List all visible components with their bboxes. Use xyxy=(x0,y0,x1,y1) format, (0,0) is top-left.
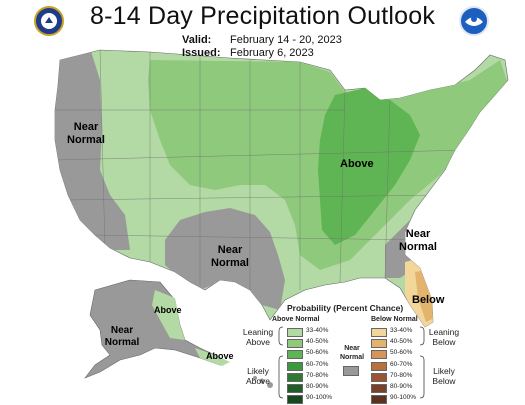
near-normal-southeast-label-1: Near xyxy=(405,228,431,240)
issued-label: Issued: xyxy=(182,47,221,59)
legend-likely-above-1: Likely xyxy=(247,366,269,376)
legend-below-range-label: 50-60% xyxy=(390,349,413,357)
legend-likely-below-1: Likely xyxy=(433,366,455,376)
legend-above-range-label: 90-100% xyxy=(306,394,333,402)
legend-above-swatch xyxy=(287,339,303,349)
legend-near-head-2: Normal xyxy=(339,354,365,361)
legend-above-range-label: 33-40% xyxy=(306,327,329,334)
legend-below-swatch xyxy=(371,328,387,337)
legend-leaning-above-1: Leaning xyxy=(242,327,274,337)
legend-leaning-below: Leaning Below xyxy=(426,327,462,347)
near-normal-southeast-label: Near Normal xyxy=(396,228,440,254)
legend-below-swatch xyxy=(371,339,387,349)
valid-label: Valid: xyxy=(182,34,212,46)
near-normal-southeast-label-2: Normal xyxy=(399,241,437,253)
legend-below-range-label: 90-100% xyxy=(390,394,417,402)
legend-above-swatch xyxy=(287,395,303,405)
legend-below-swatch xyxy=(371,384,387,393)
near-normal-southwest-label-2: Normal xyxy=(211,257,249,269)
legend-below-range-label: 33-40% xyxy=(390,327,413,334)
legend-leaning-above-2: Above xyxy=(245,337,271,347)
below-florida-label: Below xyxy=(412,294,445,306)
near-normal-west-label-1: Near xyxy=(73,121,99,133)
near-normal-southwest-label-1: Near xyxy=(217,244,243,256)
legend-below-range-label: 70-80% xyxy=(390,371,413,379)
legend-near-swatch xyxy=(343,366,359,376)
legend-above-swatch xyxy=(287,361,303,371)
legend-likely-below-2: Below xyxy=(432,376,456,386)
legend-above-range-label: 40-50% xyxy=(306,338,329,346)
legend-title: Probability (Percent Chance) xyxy=(287,303,404,313)
noaa-logo-icon xyxy=(459,6,489,36)
legend-below-swatch xyxy=(371,395,387,405)
near-normal-alaska-label-1: Near xyxy=(110,325,134,336)
legend-likely-above: Likely Above xyxy=(240,366,276,386)
legend-above-swatch xyxy=(287,372,303,382)
alaska-panhandle-above-region xyxy=(195,348,230,366)
state-boundaries xyxy=(55,50,471,290)
near-normal-alaska-label: Near Normal xyxy=(100,325,144,349)
legend-leaning-below-2: Below xyxy=(432,337,456,347)
above-center-label: Above xyxy=(340,158,374,170)
above-alaska-label: Above xyxy=(154,305,182,315)
valid-value: February 14 - 20, 2023 xyxy=(230,34,342,46)
above-alaska-panhandle-label: Above xyxy=(206,351,234,361)
near-normal-west-label-2: Normal xyxy=(67,134,105,146)
legend-near-head: Near Normal xyxy=(337,344,367,362)
legend-above-swatch xyxy=(287,350,303,360)
legend-near-head-1: Near xyxy=(344,345,360,352)
legend-below-head: Below Normal xyxy=(371,316,418,323)
legend-below-swatch xyxy=(371,350,387,360)
department-of-commerce-seal-icon xyxy=(34,6,64,36)
issued-value: February 6, 2023 xyxy=(230,47,314,59)
legend-below-swatch xyxy=(371,361,387,371)
legend-likely-above-2: Above xyxy=(245,376,271,386)
alaska-above-region xyxy=(152,290,185,340)
legend-leaning-below-1: Leaning xyxy=(428,327,460,337)
legend-below-range-label: 40-50% xyxy=(390,338,413,346)
legend-likely-below: Likely Below xyxy=(426,366,462,386)
near-normal-southwest-label: Near Normal xyxy=(208,244,252,270)
above-50-60-region xyxy=(318,88,420,245)
legend-below-swatch xyxy=(371,372,387,382)
hawaii-islands xyxy=(253,376,273,388)
legend-leaning-above: Leaning Above xyxy=(240,327,276,347)
legend-above-swatch xyxy=(287,328,303,337)
legend-above-range-label: 50-60% xyxy=(306,349,329,357)
legend-above-range-label: 70-80% xyxy=(306,371,329,379)
near-normal-alaska-label-2: Normal xyxy=(104,337,140,348)
legend-above-head: Above Normal xyxy=(272,316,320,323)
legend-above-swatch xyxy=(287,384,303,393)
legend-above-range-label: 60-70% xyxy=(306,360,329,368)
legend-above-range-label: 80-90% xyxy=(306,383,329,390)
legend-below-range-label: 80-90% xyxy=(390,383,413,390)
page-title: 8-14 Day Precipitation Outlook xyxy=(89,2,436,30)
near-normal-west-label: Near Normal xyxy=(66,121,106,147)
near-normal-southwest-region xyxy=(165,208,285,310)
legend-below-range-label: 60-70% xyxy=(390,360,413,368)
